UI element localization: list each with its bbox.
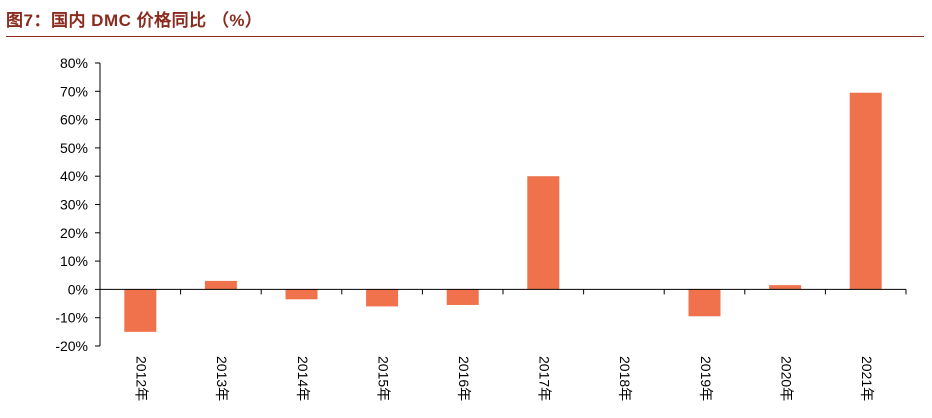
x-tick-label: 2017年 <box>537 356 553 401</box>
bar <box>124 289 157 332</box>
y-tick-label: -20% <box>55 338 88 354</box>
y-tick-label: 20% <box>60 225 88 241</box>
x-tick-label: 2019年 <box>698 356 714 401</box>
bars-group <box>124 92 882 332</box>
y-tick-label: 70% <box>60 83 88 99</box>
y-tick-label: 40% <box>60 168 88 184</box>
x-tick-label: 2020年 <box>778 356 794 401</box>
figure-title: 图7：国内 DMC 价格同比 （%） <box>6 11 263 30</box>
x-tick-label: 2016年 <box>456 356 472 401</box>
bar <box>285 289 318 300</box>
y-tick-label: 30% <box>60 197 88 213</box>
x-tick-label: 2018年 <box>617 356 633 401</box>
y-tick-label: 60% <box>60 112 88 128</box>
y-tick-label: 50% <box>60 140 88 156</box>
x-tick-label: 2015年 <box>375 356 391 401</box>
y-tick-label: 0% <box>68 281 88 297</box>
x-tick-label: 2021年 <box>859 356 875 401</box>
bar <box>688 289 721 317</box>
y-tick-label: -10% <box>55 310 88 326</box>
x-tick-label: 2013年 <box>214 356 230 401</box>
x-tick-label: 2012年 <box>134 356 150 401</box>
bar <box>527 176 560 290</box>
title-divider <box>6 36 924 37</box>
y-axis: -20% -10% 0% 10% 20% 30% 40% 50% 60% 70% 80% <box>55 55 101 354</box>
bar <box>366 289 399 307</box>
bar <box>849 92 882 290</box>
y-tick-label: 80% <box>60 55 88 71</box>
x-tick-label: 2014年 <box>295 356 311 401</box>
bar <box>769 285 802 290</box>
bar <box>446 289 479 305</box>
bar <box>204 280 237 290</box>
y-tick-label: 10% <box>60 253 88 269</box>
x-axis: 2012年 2013年 2014年 2015年 2016年 2017年 2018年 2019年… <box>99 288 907 401</box>
